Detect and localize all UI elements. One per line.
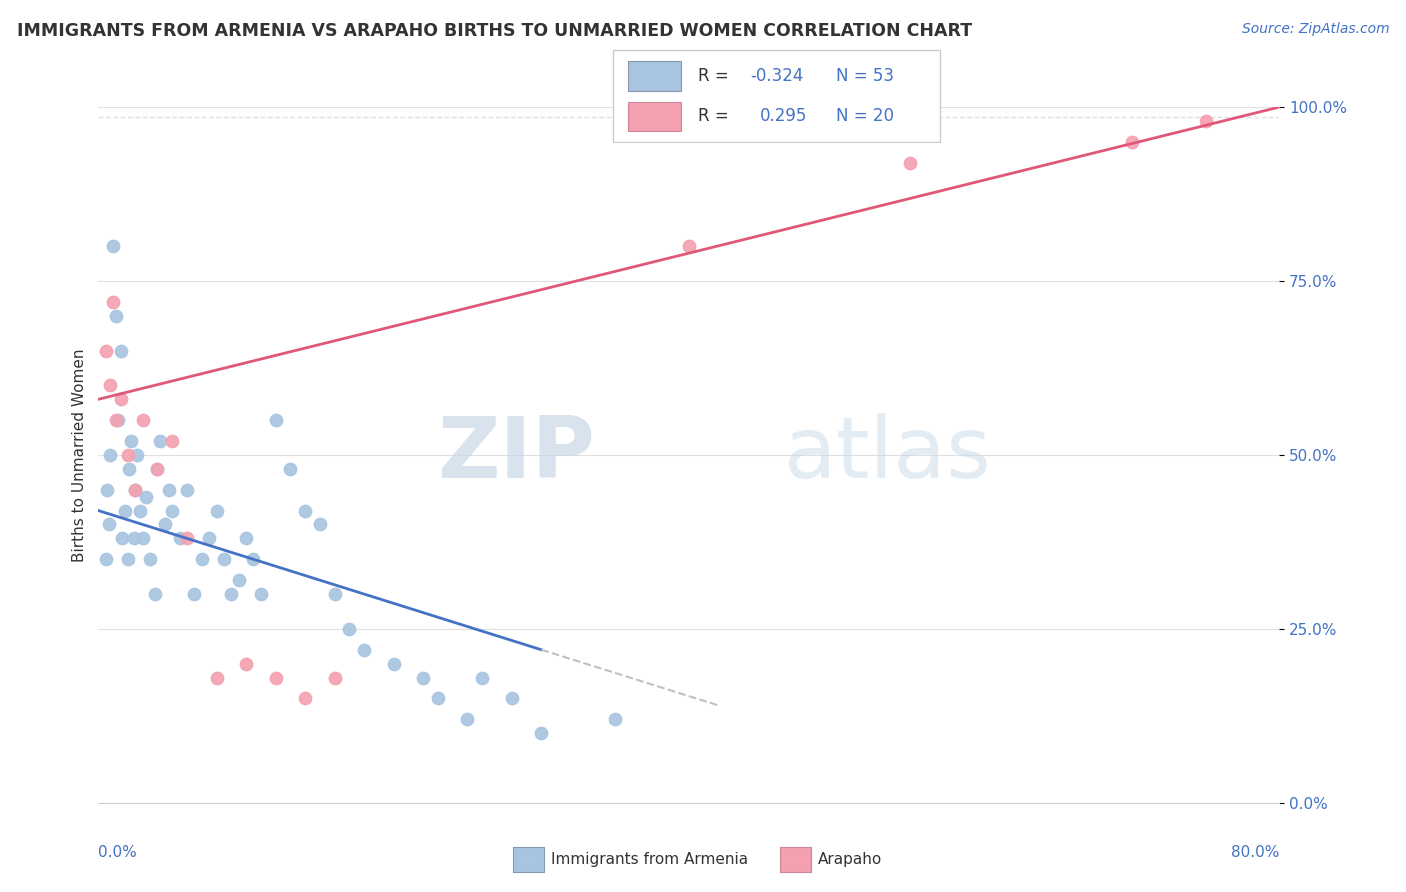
Point xyxy=(530,726,553,740)
Point xyxy=(176,483,198,497)
Point xyxy=(122,532,145,546)
Text: N = 53: N = 53 xyxy=(837,67,894,86)
Point xyxy=(110,392,132,407)
Text: R =: R = xyxy=(697,67,728,86)
Point xyxy=(110,343,132,358)
Point xyxy=(146,462,169,476)
Point xyxy=(323,587,346,601)
Point xyxy=(205,503,228,517)
Point xyxy=(294,691,316,706)
Point xyxy=(103,294,125,309)
Point xyxy=(117,448,139,462)
Point xyxy=(309,517,332,532)
Y-axis label: Births to Unmarried Women: Births to Unmarried Women xyxy=(72,348,87,562)
Text: atlas: atlas xyxy=(783,413,991,497)
Point xyxy=(900,155,922,169)
Point xyxy=(457,712,479,726)
Point xyxy=(94,343,117,358)
Point xyxy=(111,532,134,546)
Point xyxy=(120,434,142,448)
Bar xyxy=(628,102,681,131)
Point xyxy=(97,517,120,532)
Text: Arapaho: Arapaho xyxy=(818,853,883,867)
Text: 0.295: 0.295 xyxy=(761,108,807,126)
Point xyxy=(339,622,361,636)
Point xyxy=(157,483,180,497)
Point xyxy=(118,462,141,476)
Point xyxy=(143,587,166,601)
Point xyxy=(678,239,700,253)
Point xyxy=(114,503,136,517)
Point xyxy=(471,671,494,685)
Point xyxy=(250,587,273,601)
Point xyxy=(103,239,125,253)
Bar xyxy=(628,62,681,91)
Text: Source: ZipAtlas.com: Source: ZipAtlas.com xyxy=(1241,22,1389,37)
Point xyxy=(135,490,157,504)
Point xyxy=(105,413,128,427)
Text: -0.324: -0.324 xyxy=(751,67,804,86)
Point xyxy=(162,434,183,448)
Point xyxy=(191,552,214,566)
Text: R =: R = xyxy=(697,108,728,126)
Point xyxy=(605,712,627,726)
Point xyxy=(198,532,221,546)
Text: IMMIGRANTS FROM ARMENIA VS ARAPAHO BIRTHS TO UNMARRIED WOMEN CORRELATION CHART: IMMIGRANTS FROM ARMENIA VS ARAPAHO BIRTH… xyxy=(17,22,972,40)
Point xyxy=(242,552,264,566)
Point xyxy=(353,642,375,657)
Point xyxy=(98,378,121,392)
Point xyxy=(132,532,155,546)
Text: ZIP: ZIP xyxy=(437,413,595,497)
Point xyxy=(412,671,434,685)
Point xyxy=(176,532,198,546)
Point xyxy=(149,434,172,448)
Point xyxy=(427,691,450,706)
Point xyxy=(1121,135,1143,149)
Point xyxy=(294,503,316,517)
Text: N = 20: N = 20 xyxy=(837,108,894,126)
Point xyxy=(183,587,205,601)
Point xyxy=(221,587,243,601)
Point xyxy=(235,532,257,546)
Point xyxy=(146,462,169,476)
Point xyxy=(125,448,148,462)
Point xyxy=(98,448,121,462)
Point xyxy=(96,483,118,497)
Text: 0.0%: 0.0% xyxy=(98,845,138,860)
Text: Immigrants from Armenia: Immigrants from Armenia xyxy=(551,853,748,867)
Point xyxy=(124,483,146,497)
Point xyxy=(169,532,191,546)
Point xyxy=(139,552,162,566)
Point xyxy=(235,657,257,671)
Point xyxy=(107,413,129,427)
Point xyxy=(264,671,287,685)
Point xyxy=(323,671,346,685)
Point xyxy=(117,552,139,566)
Text: 80.0%: 80.0% xyxy=(1232,845,1279,860)
Point xyxy=(264,413,287,427)
Point xyxy=(124,483,146,497)
Point xyxy=(132,413,155,427)
Point xyxy=(280,462,302,476)
FancyBboxPatch shape xyxy=(613,50,941,142)
Point xyxy=(1195,114,1218,128)
Point xyxy=(153,517,176,532)
Point xyxy=(128,503,150,517)
Point xyxy=(105,309,128,323)
Point xyxy=(162,503,183,517)
Point xyxy=(228,573,250,587)
Point xyxy=(94,552,117,566)
Point xyxy=(382,657,405,671)
Point xyxy=(501,691,523,706)
Point xyxy=(205,671,228,685)
Point xyxy=(212,552,235,566)
